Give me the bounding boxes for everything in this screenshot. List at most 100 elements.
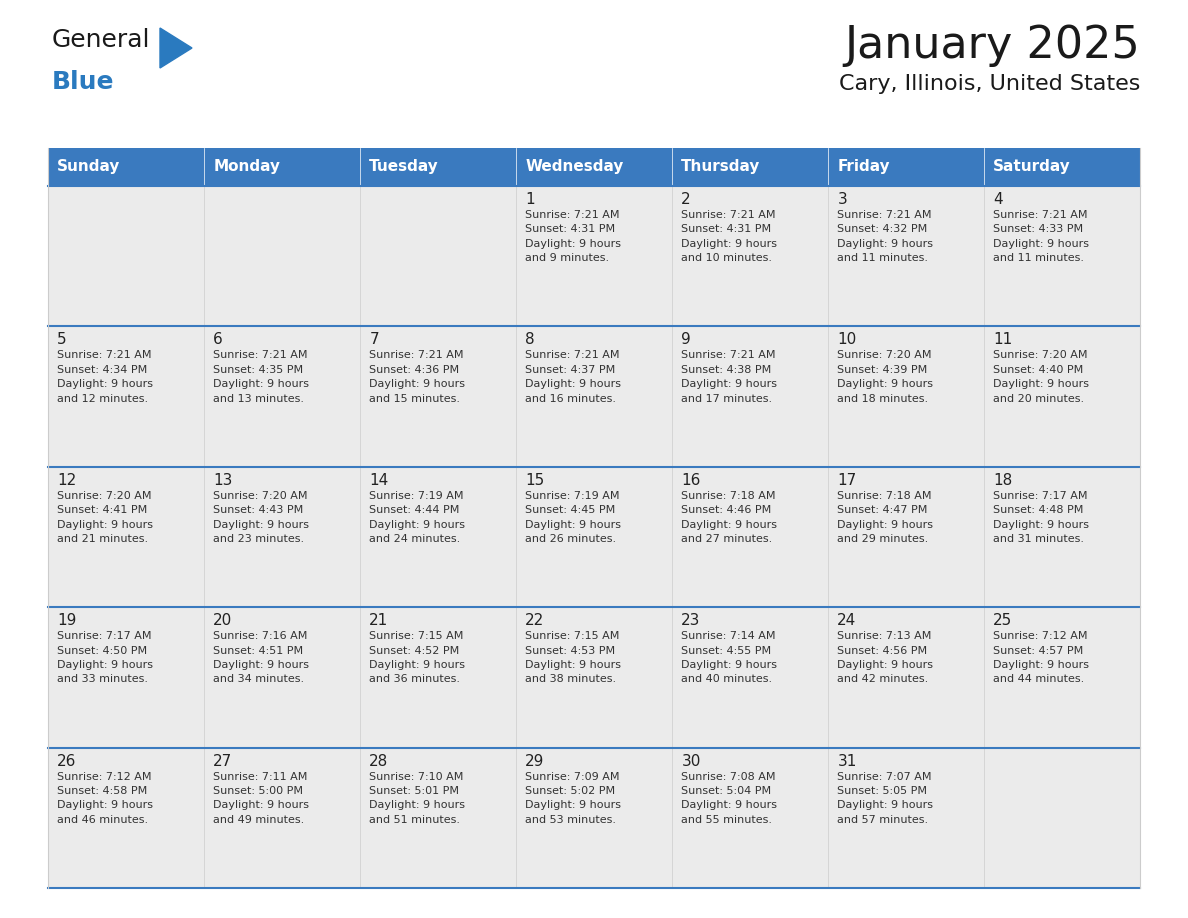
Text: Sunrise: 7:11 AM
Sunset: 5:00 PM
Daylight: 9 hours
and 49 minutes.: Sunrise: 7:11 AM Sunset: 5:00 PM Dayligh… — [214, 772, 309, 824]
Text: 10: 10 — [838, 332, 857, 347]
Text: Sunrise: 7:07 AM
Sunset: 5:05 PM
Daylight: 9 hours
and 57 minutes.: Sunrise: 7:07 AM Sunset: 5:05 PM Dayligh… — [838, 772, 934, 824]
Bar — [828, 186, 984, 327]
Text: 1: 1 — [525, 192, 535, 207]
Bar — [984, 327, 1140, 466]
Text: Sunrise: 7:18 AM
Sunset: 4:46 PM
Daylight: 9 hours
and 27 minutes.: Sunrise: 7:18 AM Sunset: 4:46 PM Dayligh… — [682, 491, 777, 544]
Text: 18: 18 — [993, 473, 1012, 487]
Text: 22: 22 — [525, 613, 544, 628]
Text: General: General — [52, 28, 151, 52]
Bar — [204, 747, 360, 888]
Bar — [984, 607, 1140, 747]
Text: Tuesday: Tuesday — [369, 160, 440, 174]
Text: Sunrise: 7:21 AM
Sunset: 4:37 PM
Daylight: 9 hours
and 16 minutes.: Sunrise: 7:21 AM Sunset: 4:37 PM Dayligh… — [525, 351, 621, 404]
Text: Sunrise: 7:14 AM
Sunset: 4:55 PM
Daylight: 9 hours
and 40 minutes.: Sunrise: 7:14 AM Sunset: 4:55 PM Dayligh… — [682, 632, 777, 685]
Bar — [48, 607, 204, 747]
Text: 27: 27 — [214, 754, 233, 768]
Text: 26: 26 — [57, 754, 77, 768]
Text: 2: 2 — [682, 192, 691, 207]
Bar — [48, 466, 204, 607]
Text: Sunrise: 7:20 AM
Sunset: 4:43 PM
Daylight: 9 hours
and 23 minutes.: Sunrise: 7:20 AM Sunset: 4:43 PM Dayligh… — [214, 491, 309, 544]
Text: Sunrise: 7:15 AM
Sunset: 4:53 PM
Daylight: 9 hours
and 38 minutes.: Sunrise: 7:15 AM Sunset: 4:53 PM Dayligh… — [525, 632, 621, 685]
Bar — [828, 747, 984, 888]
Text: 31: 31 — [838, 754, 857, 768]
Bar — [360, 466, 516, 607]
Text: 11: 11 — [993, 332, 1012, 347]
Text: Sunrise: 7:20 AM
Sunset: 4:40 PM
Daylight: 9 hours
and 20 minutes.: Sunrise: 7:20 AM Sunset: 4:40 PM Dayligh… — [993, 351, 1089, 404]
Text: 4: 4 — [993, 192, 1003, 207]
Text: Sunrise: 7:13 AM
Sunset: 4:56 PM
Daylight: 9 hours
and 42 minutes.: Sunrise: 7:13 AM Sunset: 4:56 PM Dayligh… — [838, 632, 934, 685]
Bar — [48, 148, 1140, 186]
Text: Sunrise: 7:18 AM
Sunset: 4:47 PM
Daylight: 9 hours
and 29 minutes.: Sunrise: 7:18 AM Sunset: 4:47 PM Dayligh… — [838, 491, 934, 544]
Text: Sunrise: 7:16 AM
Sunset: 4:51 PM
Daylight: 9 hours
and 34 minutes.: Sunrise: 7:16 AM Sunset: 4:51 PM Dayligh… — [214, 632, 309, 685]
Text: Sunrise: 7:12 AM
Sunset: 4:57 PM
Daylight: 9 hours
and 44 minutes.: Sunrise: 7:12 AM Sunset: 4:57 PM Dayligh… — [993, 632, 1089, 685]
Text: 12: 12 — [57, 473, 76, 487]
Text: 25: 25 — [993, 613, 1012, 628]
Text: 30: 30 — [682, 754, 701, 768]
Bar — [204, 327, 360, 466]
Text: Sunrise: 7:20 AM
Sunset: 4:41 PM
Daylight: 9 hours
and 21 minutes.: Sunrise: 7:20 AM Sunset: 4:41 PM Dayligh… — [57, 491, 153, 544]
Bar — [360, 607, 516, 747]
Bar — [48, 186, 204, 327]
Text: Sunrise: 7:21 AM
Sunset: 4:31 PM
Daylight: 9 hours
and 9 minutes.: Sunrise: 7:21 AM Sunset: 4:31 PM Dayligh… — [525, 210, 621, 263]
Text: 15: 15 — [525, 473, 544, 487]
Text: Sunrise: 7:17 AM
Sunset: 4:50 PM
Daylight: 9 hours
and 33 minutes.: Sunrise: 7:17 AM Sunset: 4:50 PM Dayligh… — [57, 632, 153, 685]
Text: Sunrise: 7:08 AM
Sunset: 5:04 PM
Daylight: 9 hours
and 55 minutes.: Sunrise: 7:08 AM Sunset: 5:04 PM Dayligh… — [682, 772, 777, 824]
Text: 8: 8 — [525, 332, 535, 347]
Text: Sunrise: 7:12 AM
Sunset: 4:58 PM
Daylight: 9 hours
and 46 minutes.: Sunrise: 7:12 AM Sunset: 4:58 PM Dayligh… — [57, 772, 153, 824]
Text: Monday: Monday — [214, 160, 280, 174]
Text: Friday: Friday — [838, 160, 890, 174]
Text: Sunrise: 7:15 AM
Sunset: 4:52 PM
Daylight: 9 hours
and 36 minutes.: Sunrise: 7:15 AM Sunset: 4:52 PM Dayligh… — [369, 632, 466, 685]
Text: 24: 24 — [838, 613, 857, 628]
Bar — [48, 747, 204, 888]
Text: Sunrise: 7:21 AM
Sunset: 4:36 PM
Daylight: 9 hours
and 15 minutes.: Sunrise: 7:21 AM Sunset: 4:36 PM Dayligh… — [369, 351, 466, 404]
Text: Sunrise: 7:19 AM
Sunset: 4:45 PM
Daylight: 9 hours
and 26 minutes.: Sunrise: 7:19 AM Sunset: 4:45 PM Dayligh… — [525, 491, 621, 544]
Bar — [672, 186, 828, 327]
Text: Sunrise: 7:21 AM
Sunset: 4:32 PM
Daylight: 9 hours
and 11 minutes.: Sunrise: 7:21 AM Sunset: 4:32 PM Dayligh… — [838, 210, 934, 263]
Bar — [672, 747, 828, 888]
Text: 13: 13 — [214, 473, 233, 487]
Text: 17: 17 — [838, 473, 857, 487]
Text: 16: 16 — [682, 473, 701, 487]
Bar — [828, 327, 984, 466]
Bar — [516, 466, 672, 607]
Bar — [360, 327, 516, 466]
Text: Sunrise: 7:10 AM
Sunset: 5:01 PM
Daylight: 9 hours
and 51 minutes.: Sunrise: 7:10 AM Sunset: 5:01 PM Dayligh… — [369, 772, 466, 824]
Text: 19: 19 — [57, 613, 77, 628]
Bar — [204, 607, 360, 747]
Polygon shape — [160, 28, 192, 68]
Text: Sunday: Sunday — [57, 160, 121, 174]
Bar — [516, 327, 672, 466]
Text: 7: 7 — [369, 332, 379, 347]
Text: 3: 3 — [838, 192, 847, 207]
Bar — [204, 186, 360, 327]
Text: January 2025: January 2025 — [845, 24, 1140, 67]
Text: Saturday: Saturday — [993, 160, 1072, 174]
Bar — [516, 747, 672, 888]
Bar — [984, 466, 1140, 607]
Text: Sunrise: 7:17 AM
Sunset: 4:48 PM
Daylight: 9 hours
and 31 minutes.: Sunrise: 7:17 AM Sunset: 4:48 PM Dayligh… — [993, 491, 1089, 544]
Bar — [360, 747, 516, 888]
Bar — [48, 327, 204, 466]
Text: Cary, Illinois, United States: Cary, Illinois, United States — [839, 74, 1140, 94]
Bar — [516, 607, 672, 747]
Text: Blue: Blue — [52, 70, 114, 94]
Text: 29: 29 — [525, 754, 545, 768]
Text: Thursday: Thursday — [682, 160, 760, 174]
Bar — [672, 607, 828, 747]
Bar — [360, 186, 516, 327]
Bar — [672, 327, 828, 466]
Bar — [204, 466, 360, 607]
Text: Wednesday: Wednesday — [525, 160, 624, 174]
Text: Sunrise: 7:21 AM
Sunset: 4:31 PM
Daylight: 9 hours
and 10 minutes.: Sunrise: 7:21 AM Sunset: 4:31 PM Dayligh… — [682, 210, 777, 263]
Text: Sunrise: 7:09 AM
Sunset: 5:02 PM
Daylight: 9 hours
and 53 minutes.: Sunrise: 7:09 AM Sunset: 5:02 PM Dayligh… — [525, 772, 621, 824]
Text: 28: 28 — [369, 754, 388, 768]
Bar — [984, 186, 1140, 327]
Text: Sunrise: 7:21 AM
Sunset: 4:35 PM
Daylight: 9 hours
and 13 minutes.: Sunrise: 7:21 AM Sunset: 4:35 PM Dayligh… — [214, 351, 309, 404]
Bar — [672, 466, 828, 607]
Text: 6: 6 — [214, 332, 223, 347]
Text: Sunrise: 7:20 AM
Sunset: 4:39 PM
Daylight: 9 hours
and 18 minutes.: Sunrise: 7:20 AM Sunset: 4:39 PM Dayligh… — [838, 351, 934, 404]
Text: 20: 20 — [214, 613, 233, 628]
Text: 5: 5 — [57, 332, 67, 347]
Text: 14: 14 — [369, 473, 388, 487]
Text: Sunrise: 7:19 AM
Sunset: 4:44 PM
Daylight: 9 hours
and 24 minutes.: Sunrise: 7:19 AM Sunset: 4:44 PM Dayligh… — [369, 491, 466, 544]
